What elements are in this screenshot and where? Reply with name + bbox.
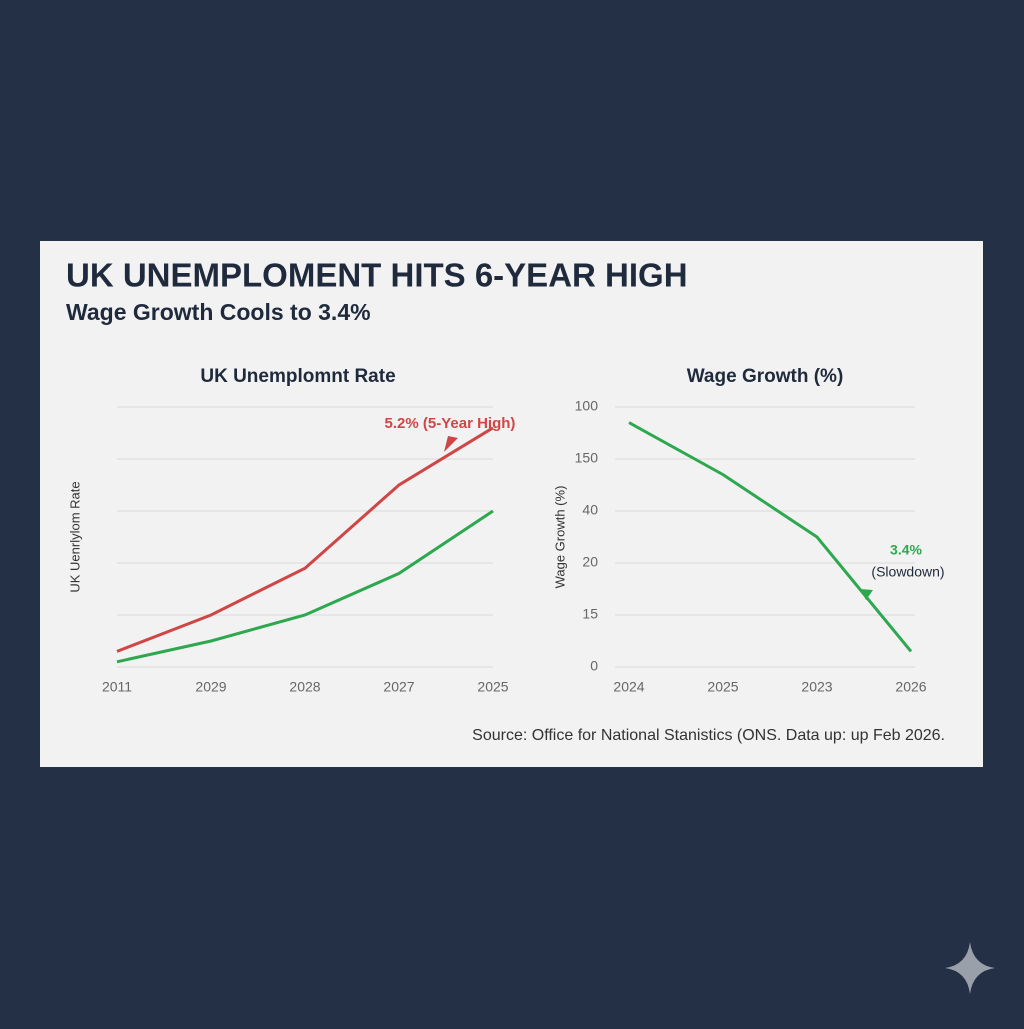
card: [40, 241, 983, 767]
sparkle-icon: [945, 942, 995, 994]
source: Source: Office for National Stanistics (…: [472, 727, 945, 744]
y-tick-label: 40: [582, 502, 598, 518]
y-axis-label: UK Uenrlylom Rate: [67, 481, 82, 592]
x-tick-label: 2025: [707, 679, 738, 695]
x-tick-label: 2024: [613, 679, 644, 695]
y-tick-label: 20: [582, 554, 598, 570]
annotation-note: (Slowdown): [871, 564, 944, 580]
annotation: 3.4%: [890, 542, 922, 558]
chart-title: UK Unemplomnt Rate: [200, 366, 395, 387]
x-tick-label: 2027: [383, 679, 414, 695]
line-series: [116, 426, 494, 653]
annotation: 5.2% (5-Year High): [385, 415, 516, 432]
y-tick-label: 0: [590, 658, 598, 674]
y-axis-label: Wage Growth (%): [552, 486, 567, 589]
x-tick-label: 2023: [801, 679, 832, 695]
title: UK UNEMPLOMENT HITS 6-YEAR HIGH: [66, 257, 688, 294]
x-tick-label: 2011: [102, 679, 132, 695]
x-tick-label: 2028: [289, 679, 320, 695]
subtitle: Wage Growth Cools to 3.4%: [66, 299, 371, 325]
chart-title: Wage Growth (%): [687, 366, 844, 387]
x-tick-label: 2026: [895, 679, 926, 695]
y-tick-label: 150: [575, 450, 599, 466]
line-series: [116, 509, 494, 664]
x-tick-label: 2029: [195, 679, 226, 695]
x-tick-label: 2025: [477, 679, 508, 695]
y-tick-label: 100: [575, 398, 599, 414]
annotation-arrow: [444, 436, 458, 452]
y-tick-label: 15: [582, 606, 598, 622]
annotation-arrow: [860, 589, 873, 600]
